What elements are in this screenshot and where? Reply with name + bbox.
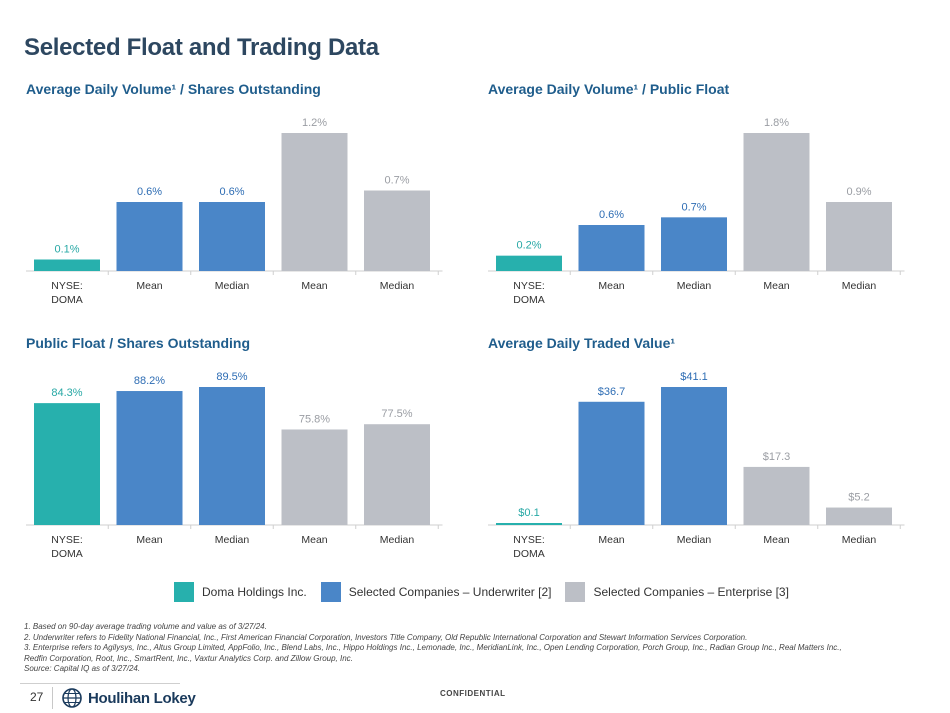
bar-chart-adv-float: 0.2% NYSE: DOMA 0.6% Mean 0.7% Median 1.8% Mean 0… [488,117,905,306]
category-label: Median [380,534,415,546]
data-label: 1.2% [302,117,327,129]
legend-swatch [565,582,586,602]
bar [199,387,265,525]
footnote: 2. Underwriter refers to Fidelity Nation… [24,632,748,642]
data-label: 0.6% [137,186,162,198]
logo-text: Houlihan Lokey [88,689,196,707]
chart-title: Public Float / Shares Outstanding [26,335,251,351]
legend-swatch [320,582,341,602]
legend-label: Selected Companies – Underwriter [2] [348,585,552,599]
data-label: 1.8% [764,117,789,129]
bar [661,217,727,271]
data-label: 75.8% [299,413,330,425]
bar [199,202,265,271]
legend-item-underwriter: Selected Companies – Underwriter [2] [320,582,552,602]
bar [743,466,810,525]
footnote: 3. Enterprise refers to Agilysys, Inc., … [24,643,842,652]
footnote: Redfin Corporation, Root, Inc., SmartRen… [24,653,353,663]
data-label: 77.5% [381,408,412,420]
legend-label: Doma Holdings Inc. [202,585,307,599]
category-label: Mean [136,534,162,546]
data-label: $17.3 [763,451,791,463]
bar [364,190,430,271]
bar-chart-float-shares: 84.3% NYSE: DOMA 88.2% Mean 89.5% Median 75.8% M… [26,371,443,560]
bar [34,259,100,271]
chart-title: Average Daily Volume¹ / Shares Outstandi… [26,81,321,97]
chart-title: Average Daily Traded Value¹ [488,335,676,351]
data-label: 0.6% [599,209,624,221]
logo-globe-icon [62,688,82,708]
category-label: Mean [598,280,624,292]
bar [826,507,892,525]
data-label: $5.2 [848,492,869,504]
category-label: Mean [301,280,327,292]
bar [34,403,100,525]
footnote: Source: Capital IQ as of 3/27/24. [24,664,141,673]
category-label: Mean [763,534,789,546]
category-label: Median [677,534,712,546]
category-label: Median [842,280,877,292]
data-label: 0.7% [681,201,706,213]
data-label: 0.1% [54,244,79,256]
category-label: Mean [598,534,624,546]
legend: Doma Holdings Inc. Selected Companies – … [174,580,803,604]
data-label: $0.1 [518,507,539,519]
legend-label: Selected Companies – Enterprise [3] [593,585,789,599]
category-label: Median [842,534,877,546]
data-label: 84.3% [51,387,82,399]
category-label: Median [215,280,250,292]
bar [661,387,727,525]
category-label: NYSE: DOMA [51,280,83,306]
company-logo: Houlihan Lokey [62,688,196,708]
data-label: 0.9% [846,186,871,198]
page-number: 27 [30,690,44,704]
bar [496,523,562,525]
bar [281,429,348,525]
bar [578,225,645,271]
bar-chart-traded-value: $0.1 NYSE: DOMA $36.7 Mean $41.1 Median $17.3 Me… [488,371,905,560]
category-label: Mean [301,534,327,546]
footer-divider [20,683,180,684]
data-label: $36.7 [598,386,626,398]
category-label: NYSE: DOMA [513,280,545,306]
footnotes: 1. Based on 90-day average trading volum… [24,622,924,675]
legend-swatch [174,582,194,602]
bar [116,202,183,271]
category-label: Mean [763,280,789,292]
page-title: Selected Float and Trading Data [24,34,379,61]
bar [496,255,562,271]
footnote: 1. Based on 90-day average trading volum… [24,622,267,631]
bar [743,133,810,271]
bar [116,391,183,525]
data-label: $41.1 [680,371,708,383]
bar [826,202,892,271]
chart-title: Average Daily Volume¹ / Public Float [488,81,730,97]
footer-separator [52,687,53,709]
confidential-label: CONFIDENTIAL [440,689,506,698]
category-label: NYSE: DOMA [513,534,545,560]
data-label: 0.6% [219,186,244,198]
category-label: Median [380,280,415,292]
legend-item-doma: Doma Holdings Inc. [174,582,307,602]
bar-chart-adv-shares: 0.1% NYSE: DOMA 0.6% Mean 0.6% Median 1.2% Mean 0… [26,117,443,306]
data-label: 0.2% [516,240,541,252]
category-label: Median [215,534,250,546]
category-label: NYSE: DOMA [51,534,83,560]
category-label: Median [677,280,712,292]
data-label: 0.7% [384,175,409,187]
category-label: Mean [136,280,162,292]
bar [578,401,645,525]
legend-item-enterprise: Selected Companies – Enterprise [3] [565,582,789,602]
data-label: 88.2% [134,375,165,387]
data-label: 89.5% [216,371,247,383]
bar [364,424,430,525]
bar [281,133,348,271]
